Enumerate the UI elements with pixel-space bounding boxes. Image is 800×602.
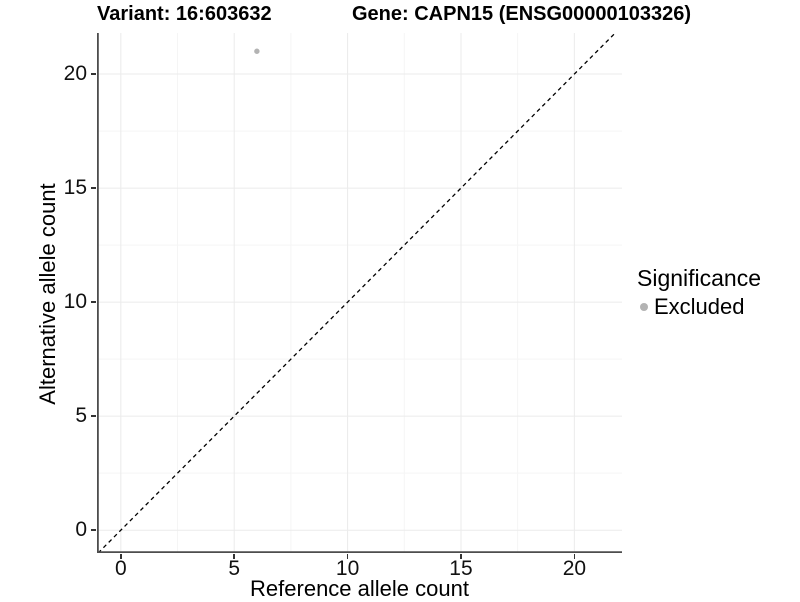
legend-point-icon <box>640 303 648 311</box>
x-tick-mark <box>460 554 462 559</box>
x-tick-mark <box>233 554 235 559</box>
y-tick-label: 15 <box>63 176 87 200</box>
x-axis-title: Reference allele count <box>250 576 469 601</box>
x-tick-label: 15 <box>449 557 473 580</box>
y-tick-label: 5 <box>75 404 87 428</box>
x-tick-mark <box>120 554 122 559</box>
legend-title: Significance <box>637 265 762 291</box>
y-tick-label: 10 <box>63 290 87 314</box>
gene-title: Gene: CAPN15 (ENSG00000103326) <box>352 3 692 25</box>
identity-reference-line <box>97 33 616 553</box>
x-tick-mark <box>346 554 349 559</box>
y-tick-label: 0 <box>75 518 87 542</box>
legend-item-excluded: Excluded <box>637 294 761 320</box>
y-tick-mark <box>91 187 96 189</box>
y-tick-mark <box>91 529 96 531</box>
data-point <box>254 48 260 54</box>
x-tick-label: 5 <box>228 557 241 580</box>
plot-canvas <box>97 33 622 553</box>
y-tick-label: 20 <box>63 62 87 86</box>
legend-item-label: Excluded <box>654 294 745 319</box>
legend: Significance Excluded <box>637 265 761 320</box>
x-tick-label: 10 <box>335 557 360 580</box>
y-tick-mark <box>91 415 96 417</box>
y-tick-mark <box>91 301 96 303</box>
x-tick-label: 0 <box>114 557 127 580</box>
x-tick-label: 20 <box>562 557 587 580</box>
y-tick-mark <box>91 73 96 75</box>
variant-title: Variant: 16:603632 <box>97 3 272 25</box>
x-tick-mark <box>573 554 576 559</box>
plot-panel <box>97 33 622 553</box>
